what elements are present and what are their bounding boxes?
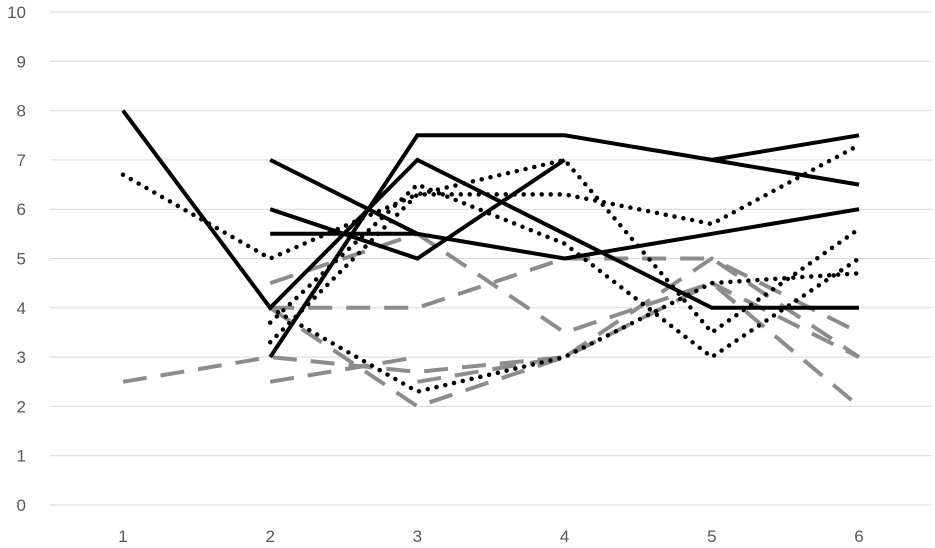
y-tick-label: 8	[17, 102, 26, 121]
y-tick-label: 9	[17, 52, 26, 71]
y-tick-label: 5	[17, 250, 26, 269]
series-line-dashed-16	[417, 256, 860, 384]
series-line-solid-3	[269, 158, 566, 261]
x-axis-tick-labels: 1 2 3 4 5 6	[118, 527, 863, 546]
y-tick-label: 4	[17, 299, 26, 318]
x-tick-label: 5	[707, 527, 716, 546]
y-tick-label: 0	[17, 496, 26, 515]
series-line-dotted-10	[267, 181, 862, 360]
series-line-solid-1	[121, 109, 859, 311]
series-line-dotted-7	[120, 157, 862, 336]
y-tick-label: 2	[17, 397, 26, 416]
series-line-dashed-14	[269, 355, 418, 384]
x-tick-label: 1	[118, 527, 127, 546]
y-tick-label: 3	[17, 348, 26, 367]
y-tick-label: 10	[7, 3, 26, 22]
series-line-solid-6	[711, 133, 860, 162]
series-line-dashed-13	[270, 256, 861, 359]
y-tick-label: 7	[17, 151, 26, 170]
series-lines	[120, 109, 862, 409]
y-axis-tick-labels: 0 1 2 3 4 5 6 7 8 9 10	[7, 3, 26, 515]
x-tick-label: 6	[854, 527, 863, 546]
series-line-dotted-9	[267, 271, 862, 394]
series-line-dashed-15	[269, 306, 566, 409]
series-line-dashed-11	[122, 280, 860, 384]
gridlines	[50, 11, 932, 506]
y-tick-label: 6	[17, 200, 26, 219]
y-tick-label: 1	[17, 447, 26, 466]
series-line-solid-5	[268, 133, 860, 359]
x-tick-label: 2	[265, 527, 274, 546]
series-line-dashed-12	[269, 231, 861, 408]
x-tick-label: 3	[413, 527, 422, 546]
x-tick-label: 4	[560, 527, 569, 546]
